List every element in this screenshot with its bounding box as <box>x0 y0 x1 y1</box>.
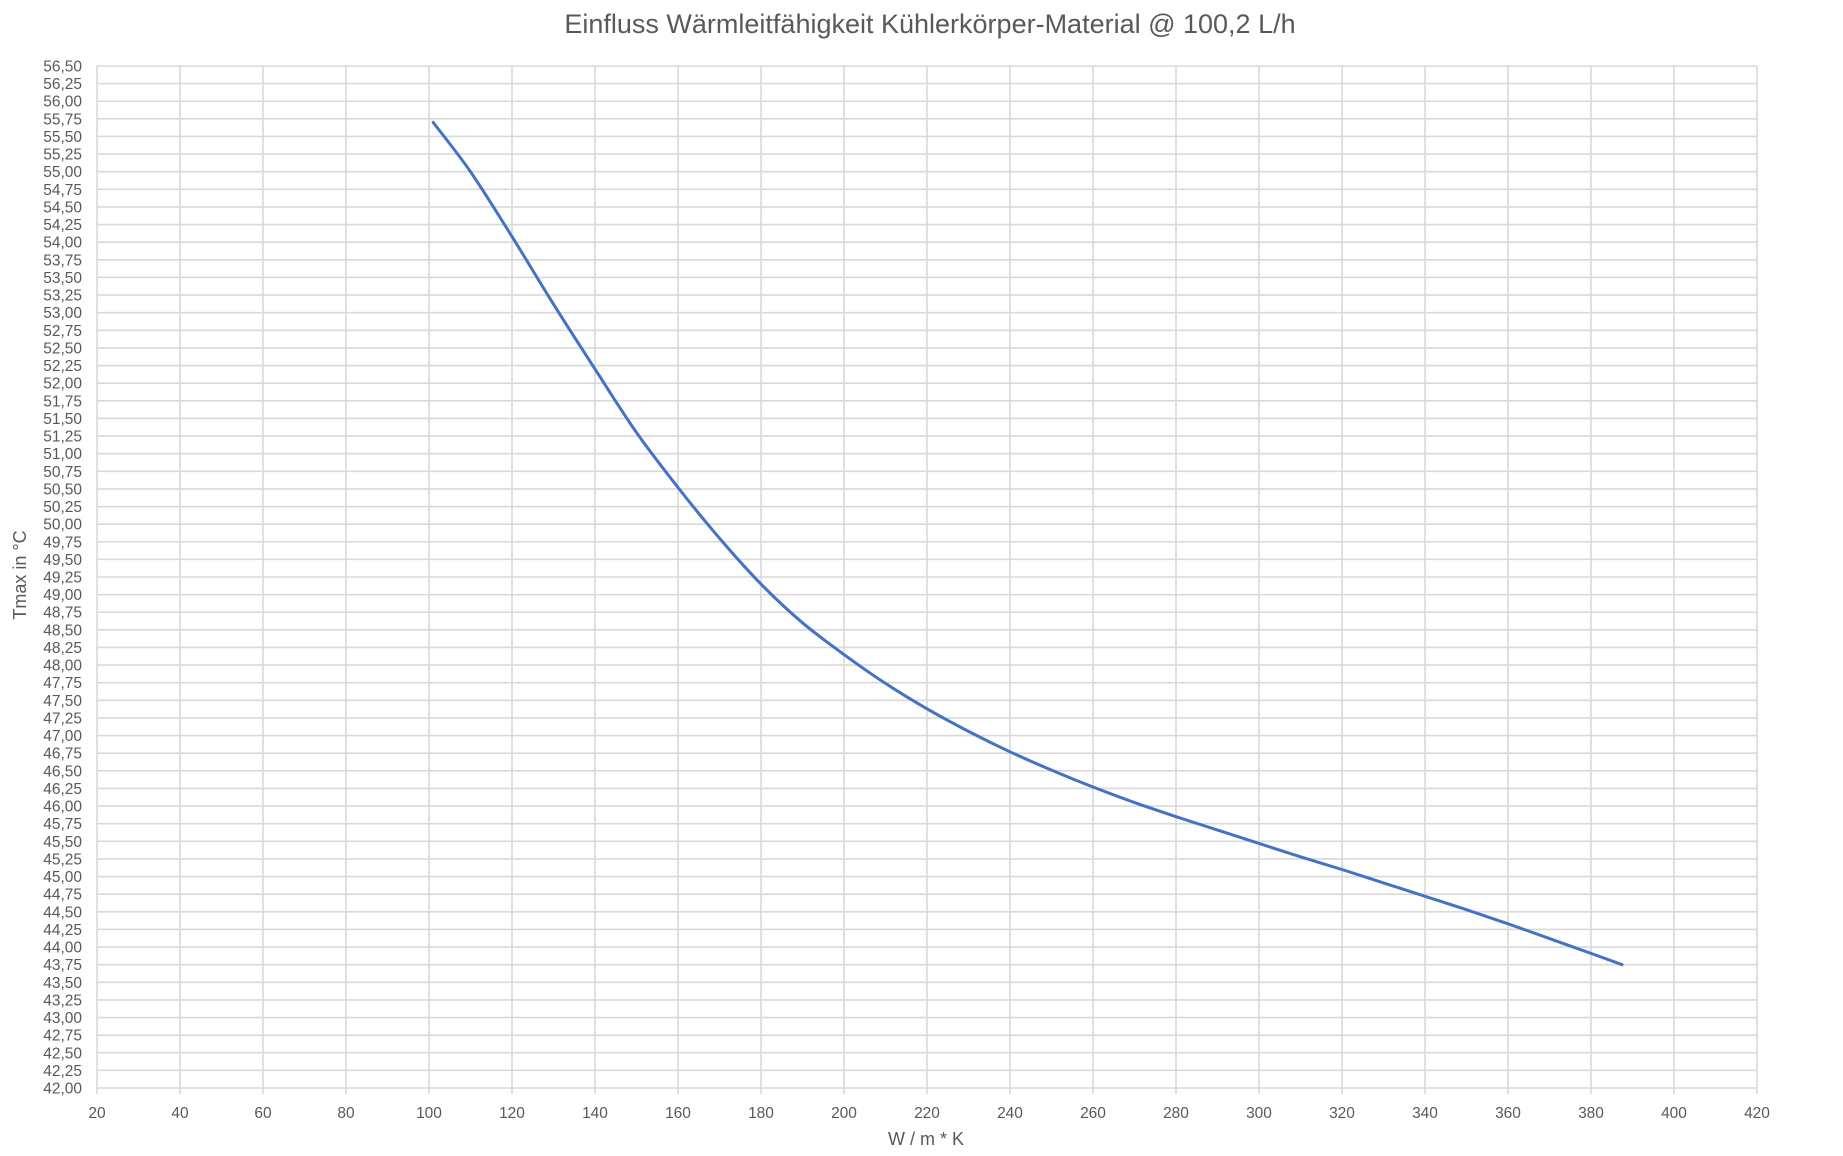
y-tick-label: 49,25 <box>43 570 82 587</box>
y-tick-label: 43,50 <box>43 975 82 992</box>
y-tick-label: 52,75 <box>43 323 82 340</box>
x-tick-label: 80 <box>337 1105 355 1122</box>
y-tick-label: 44,00 <box>43 940 82 957</box>
x-tick-label: 60 <box>254 1105 272 1122</box>
y-tick-label: 55,00 <box>43 164 82 181</box>
y-tick-label: 55,25 <box>43 147 82 164</box>
y-axis-ticks: 42,0042,2542,5042,7543,0043,2543,5043,75… <box>43 59 82 1098</box>
y-tick-label: 53,00 <box>43 305 82 322</box>
x-axis-label: W / m * K <box>888 1129 964 1149</box>
y-tick-label: 53,50 <box>43 270 82 287</box>
x-tick-label: 20 <box>88 1105 106 1122</box>
y-tick-label: 50,25 <box>43 499 82 516</box>
y-tick-label: 45,75 <box>43 816 82 833</box>
y-tick-label: 56,00 <box>43 94 82 111</box>
x-tick-label: 260 <box>1080 1105 1106 1122</box>
y-tick-label: 42,25 <box>43 1063 82 1080</box>
y-tick-label: 42,00 <box>43 1081 82 1098</box>
y-tick-label: 49,00 <box>43 587 82 604</box>
y-tick-label: 48,75 <box>43 605 82 622</box>
series-layer <box>431 120 1624 967</box>
y-tick-label: 51,00 <box>43 446 82 463</box>
x-tick-label: 200 <box>831 1105 857 1122</box>
y-tick-label: 52,50 <box>43 340 82 357</box>
x-axis-ticks: 20 40 60 80 100 120 140 160 180 200 220 240 260 280 30… <box>88 1105 1770 1122</box>
y-tick-label: 46,50 <box>43 763 82 780</box>
y-tick-label: 47,00 <box>43 728 82 745</box>
y-tick-label: 50,50 <box>43 481 82 498</box>
x-tick-label: 300 <box>1246 1105 1272 1122</box>
y-tick-label: 44,25 <box>43 922 82 939</box>
y-tick-label: 43,25 <box>43 992 82 1009</box>
y-tick-label: 54,25 <box>43 217 82 234</box>
x-tick-label: 180 <box>748 1105 774 1122</box>
y-tick-label: 46,75 <box>43 746 82 763</box>
y-tick-label: 55,50 <box>43 129 82 146</box>
y-tick-label: 44,50 <box>43 904 82 921</box>
y-tick-label: 47,50 <box>43 693 82 710</box>
y-tick-label: 49,75 <box>43 534 82 551</box>
y-tick-label: 50,00 <box>43 517 82 534</box>
x-tick-label: 100 <box>416 1105 442 1122</box>
y-tick-label: 48,50 <box>43 622 82 639</box>
y-tick-label: 43,75 <box>43 957 82 974</box>
y-tick-label: 48,00 <box>43 658 82 675</box>
y-tick-label: 56,25 <box>43 76 82 93</box>
y-tick-label: 45,00 <box>43 869 82 886</box>
x-tick-label: 160 <box>665 1105 691 1122</box>
x-tick-label: 40 <box>171 1105 189 1122</box>
x-tick-label: 220 <box>914 1105 940 1122</box>
y-tick-label: 49,50 <box>43 552 82 569</box>
x-tick-label: 140 <box>582 1105 608 1122</box>
y-tick-label: 43,00 <box>43 1010 82 1027</box>
y-tick-label: 48,25 <box>43 640 82 657</box>
x-tick-label: 360 <box>1495 1105 1521 1122</box>
y-tick-label: 42,75 <box>43 1028 82 1045</box>
y-tick-label: 50,75 <box>43 464 82 481</box>
y-tick-label: 46,00 <box>43 799 82 816</box>
gridlines <box>96 65 1758 1094</box>
x-tick-label: 280 <box>1163 1105 1189 1122</box>
y-tick-label: 42,50 <box>43 1045 82 1062</box>
y-tick-label: 53,25 <box>43 288 82 305</box>
x-tick-label: 320 <box>1329 1105 1355 1122</box>
y-tick-label: 54,75 <box>43 182 82 199</box>
y-tick-label: 53,75 <box>43 252 82 269</box>
chart-title: Einfluss Wärmleitfähigkeit Kühlerkörper-… <box>564 9 1295 39</box>
y-tick-label: 44,75 <box>43 887 82 904</box>
y-tick-label: 47,75 <box>43 675 82 692</box>
x-tick-label: 400 <box>1661 1105 1687 1122</box>
y-tick-label: 52,00 <box>43 376 82 393</box>
y-tick-label: 47,25 <box>43 710 82 727</box>
y-tick-label: 51,75 <box>43 393 82 410</box>
y-tick-label: 52,25 <box>43 358 82 375</box>
x-tick-label: 240 <box>997 1105 1023 1122</box>
y-tick-label: 51,25 <box>43 429 82 446</box>
series-line <box>431 120 1624 967</box>
y-tick-label: 45,25 <box>43 851 82 868</box>
x-tick-label: 340 <box>1412 1105 1438 1122</box>
x-tick-label: 420 <box>1744 1105 1770 1122</box>
y-tick-label: 55,75 <box>43 111 82 128</box>
y-tick-label: 56,50 <box>43 59 82 76</box>
y-tick-label: 46,25 <box>43 781 82 798</box>
y-axis-label: Tmax in °C <box>10 530 30 619</box>
x-tick-label: 380 <box>1578 1105 1604 1122</box>
y-tick-label: 45,50 <box>43 834 82 851</box>
y-tick-label: 54,00 <box>43 235 82 252</box>
y-tick-label: 54,50 <box>43 199 82 216</box>
y-tick-label: 51,50 <box>43 411 82 428</box>
x-tick-label: 120 <box>499 1105 525 1122</box>
